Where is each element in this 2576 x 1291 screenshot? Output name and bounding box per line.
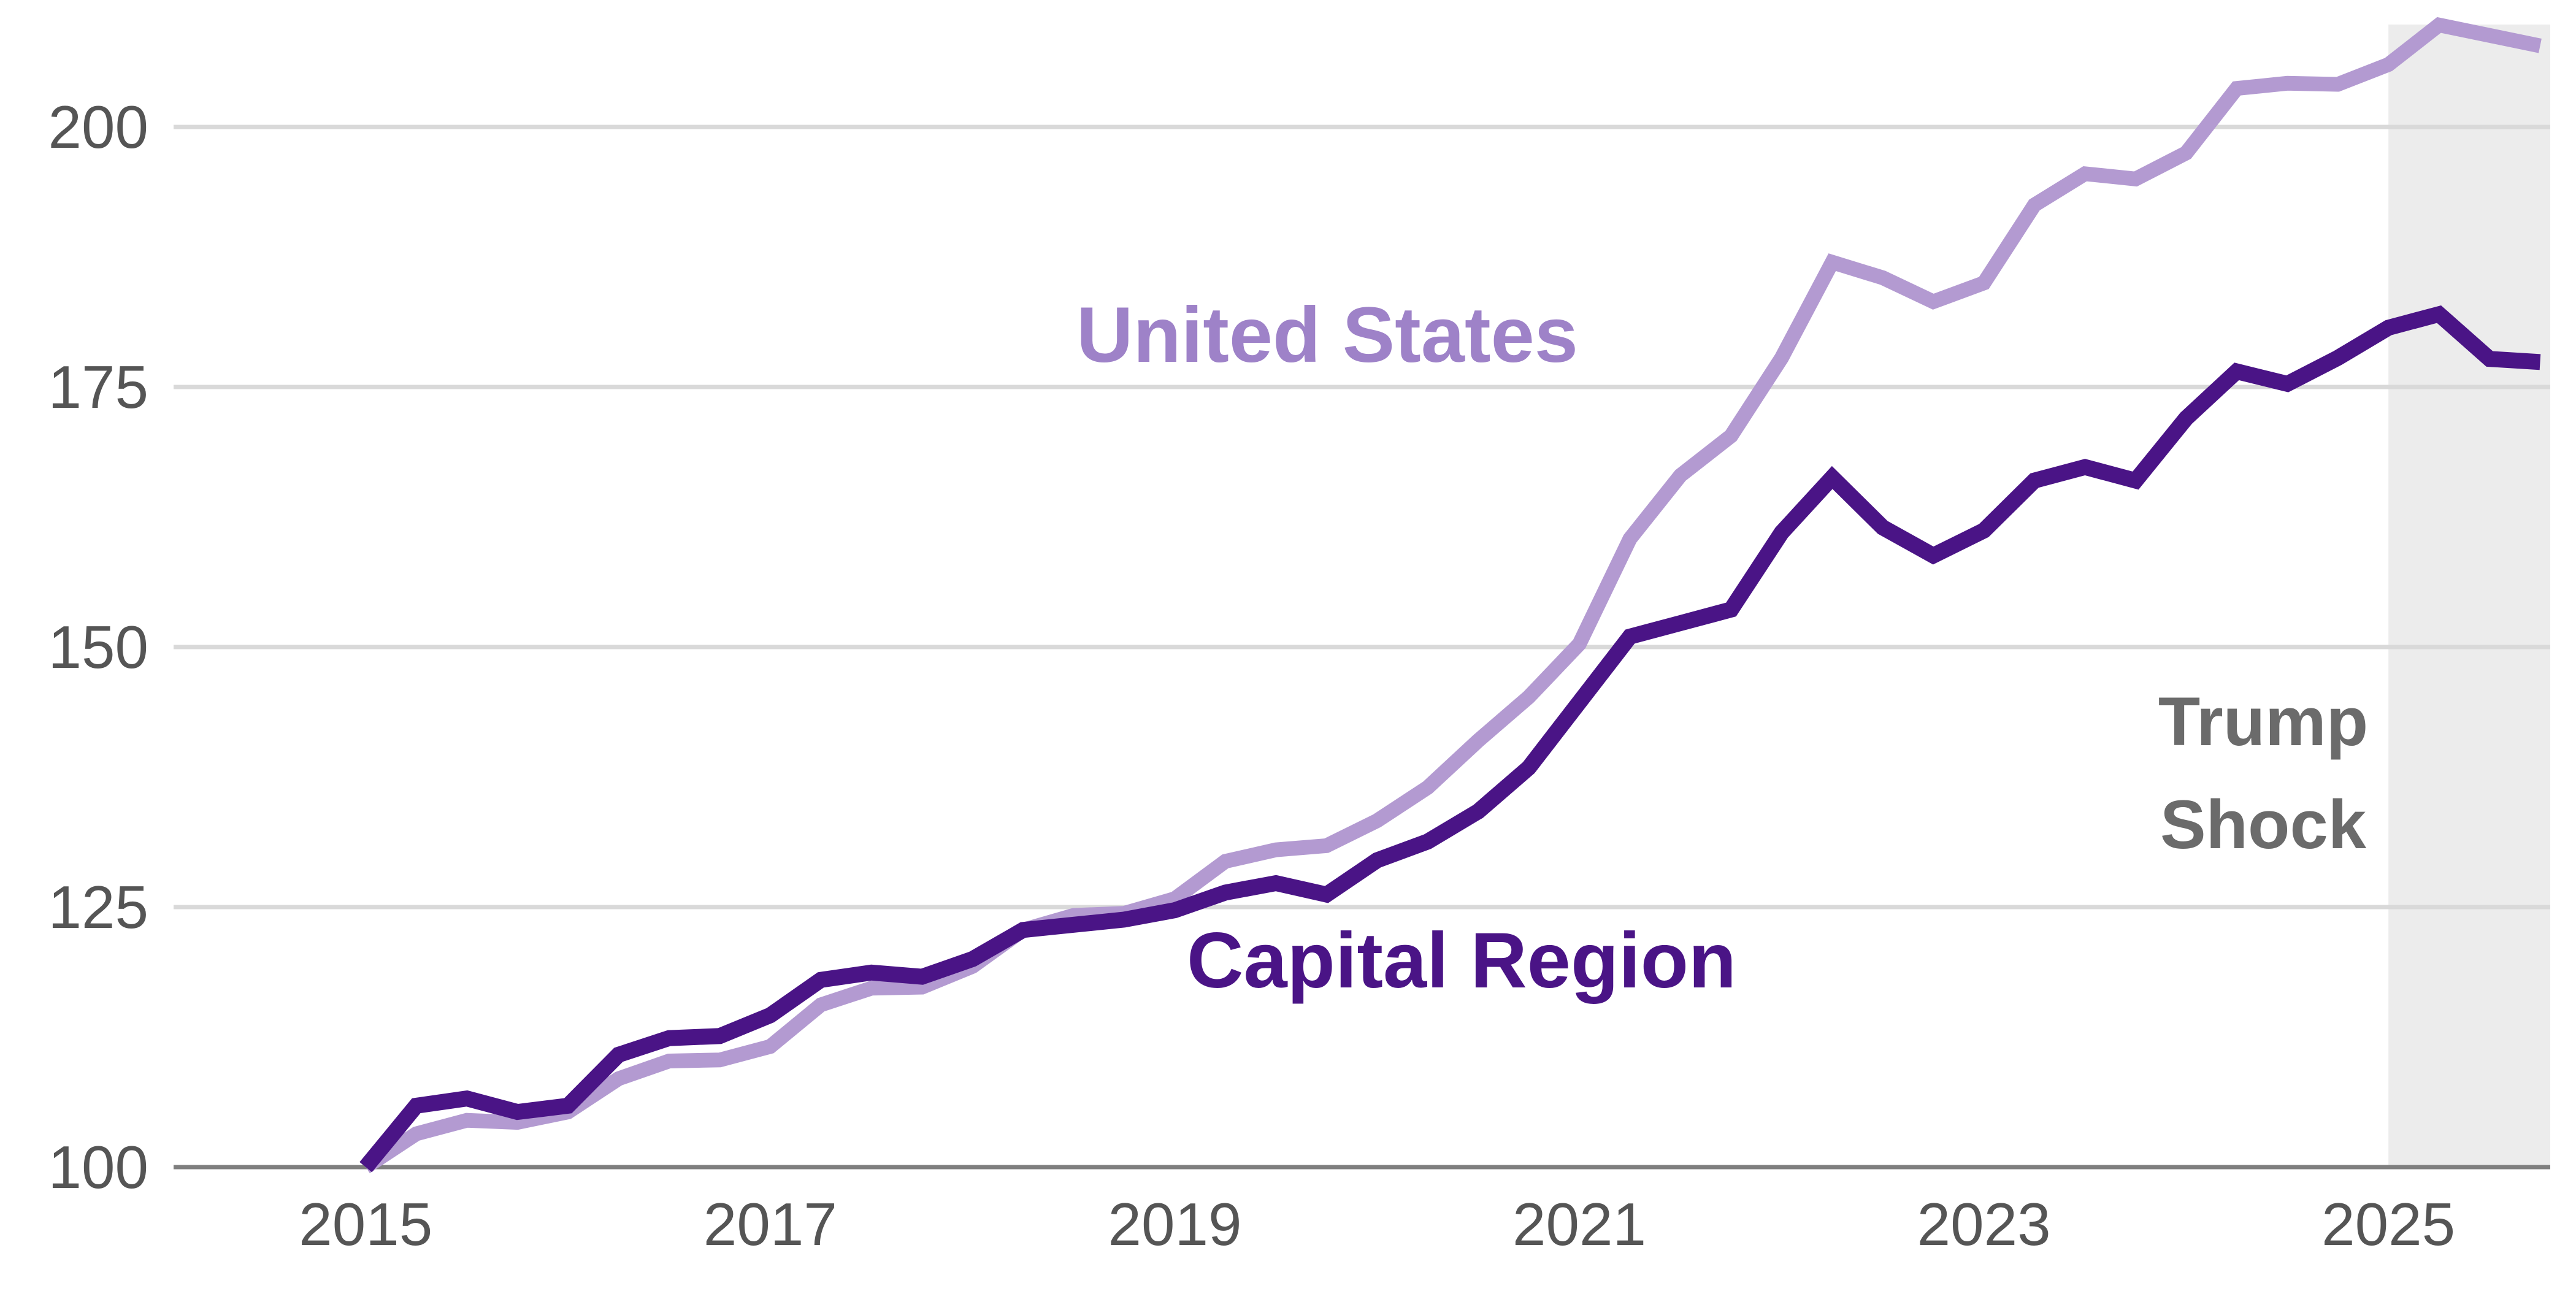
x-tick-label-2015: 2015 bbox=[299, 1190, 432, 1258]
gridlines bbox=[174, 125, 2550, 910]
annotations: United States Capital Region Trump Shock bbox=[1076, 291, 2368, 1005]
x-tick-label-2021: 2021 bbox=[1512, 1190, 1646, 1258]
x-tick-label-2023: 2023 bbox=[1917, 1190, 2051, 1258]
series-line-capital-region bbox=[359, 305, 2541, 1173]
shaded-region-0 bbox=[2388, 25, 2550, 1167]
y-tick-label-175: 175 bbox=[48, 353, 148, 421]
x-tick-label-2017: 2017 bbox=[703, 1190, 837, 1258]
tick-labels: 100 125 150 175 200 2015 2017 2019 2021 2023 2025 bbox=[48, 93, 2455, 1258]
y-tick-label-200: 200 bbox=[48, 93, 148, 161]
trump-shock-label-line1: Trump bbox=[2158, 683, 2368, 760]
capital-region-label: Capital Region bbox=[1187, 917, 1736, 1005]
x-tick-label-2019: 2019 bbox=[1108, 1190, 1241, 1258]
y-tick-label-100: 100 bbox=[48, 1133, 148, 1201]
trump-shock-label-line2: Shock bbox=[2160, 786, 2367, 863]
y-tick-label-125: 125 bbox=[48, 873, 148, 941]
united-states-label: United States bbox=[1076, 291, 1578, 379]
series-lines bbox=[359, 17, 2542, 1174]
y-tick-label-150: 150 bbox=[48, 613, 148, 681]
series-line-united-states bbox=[361, 17, 2542, 1174]
shaded-region-layer bbox=[2388, 25, 2550, 1167]
x-tick-label-2025: 2025 bbox=[2321, 1190, 2455, 1258]
